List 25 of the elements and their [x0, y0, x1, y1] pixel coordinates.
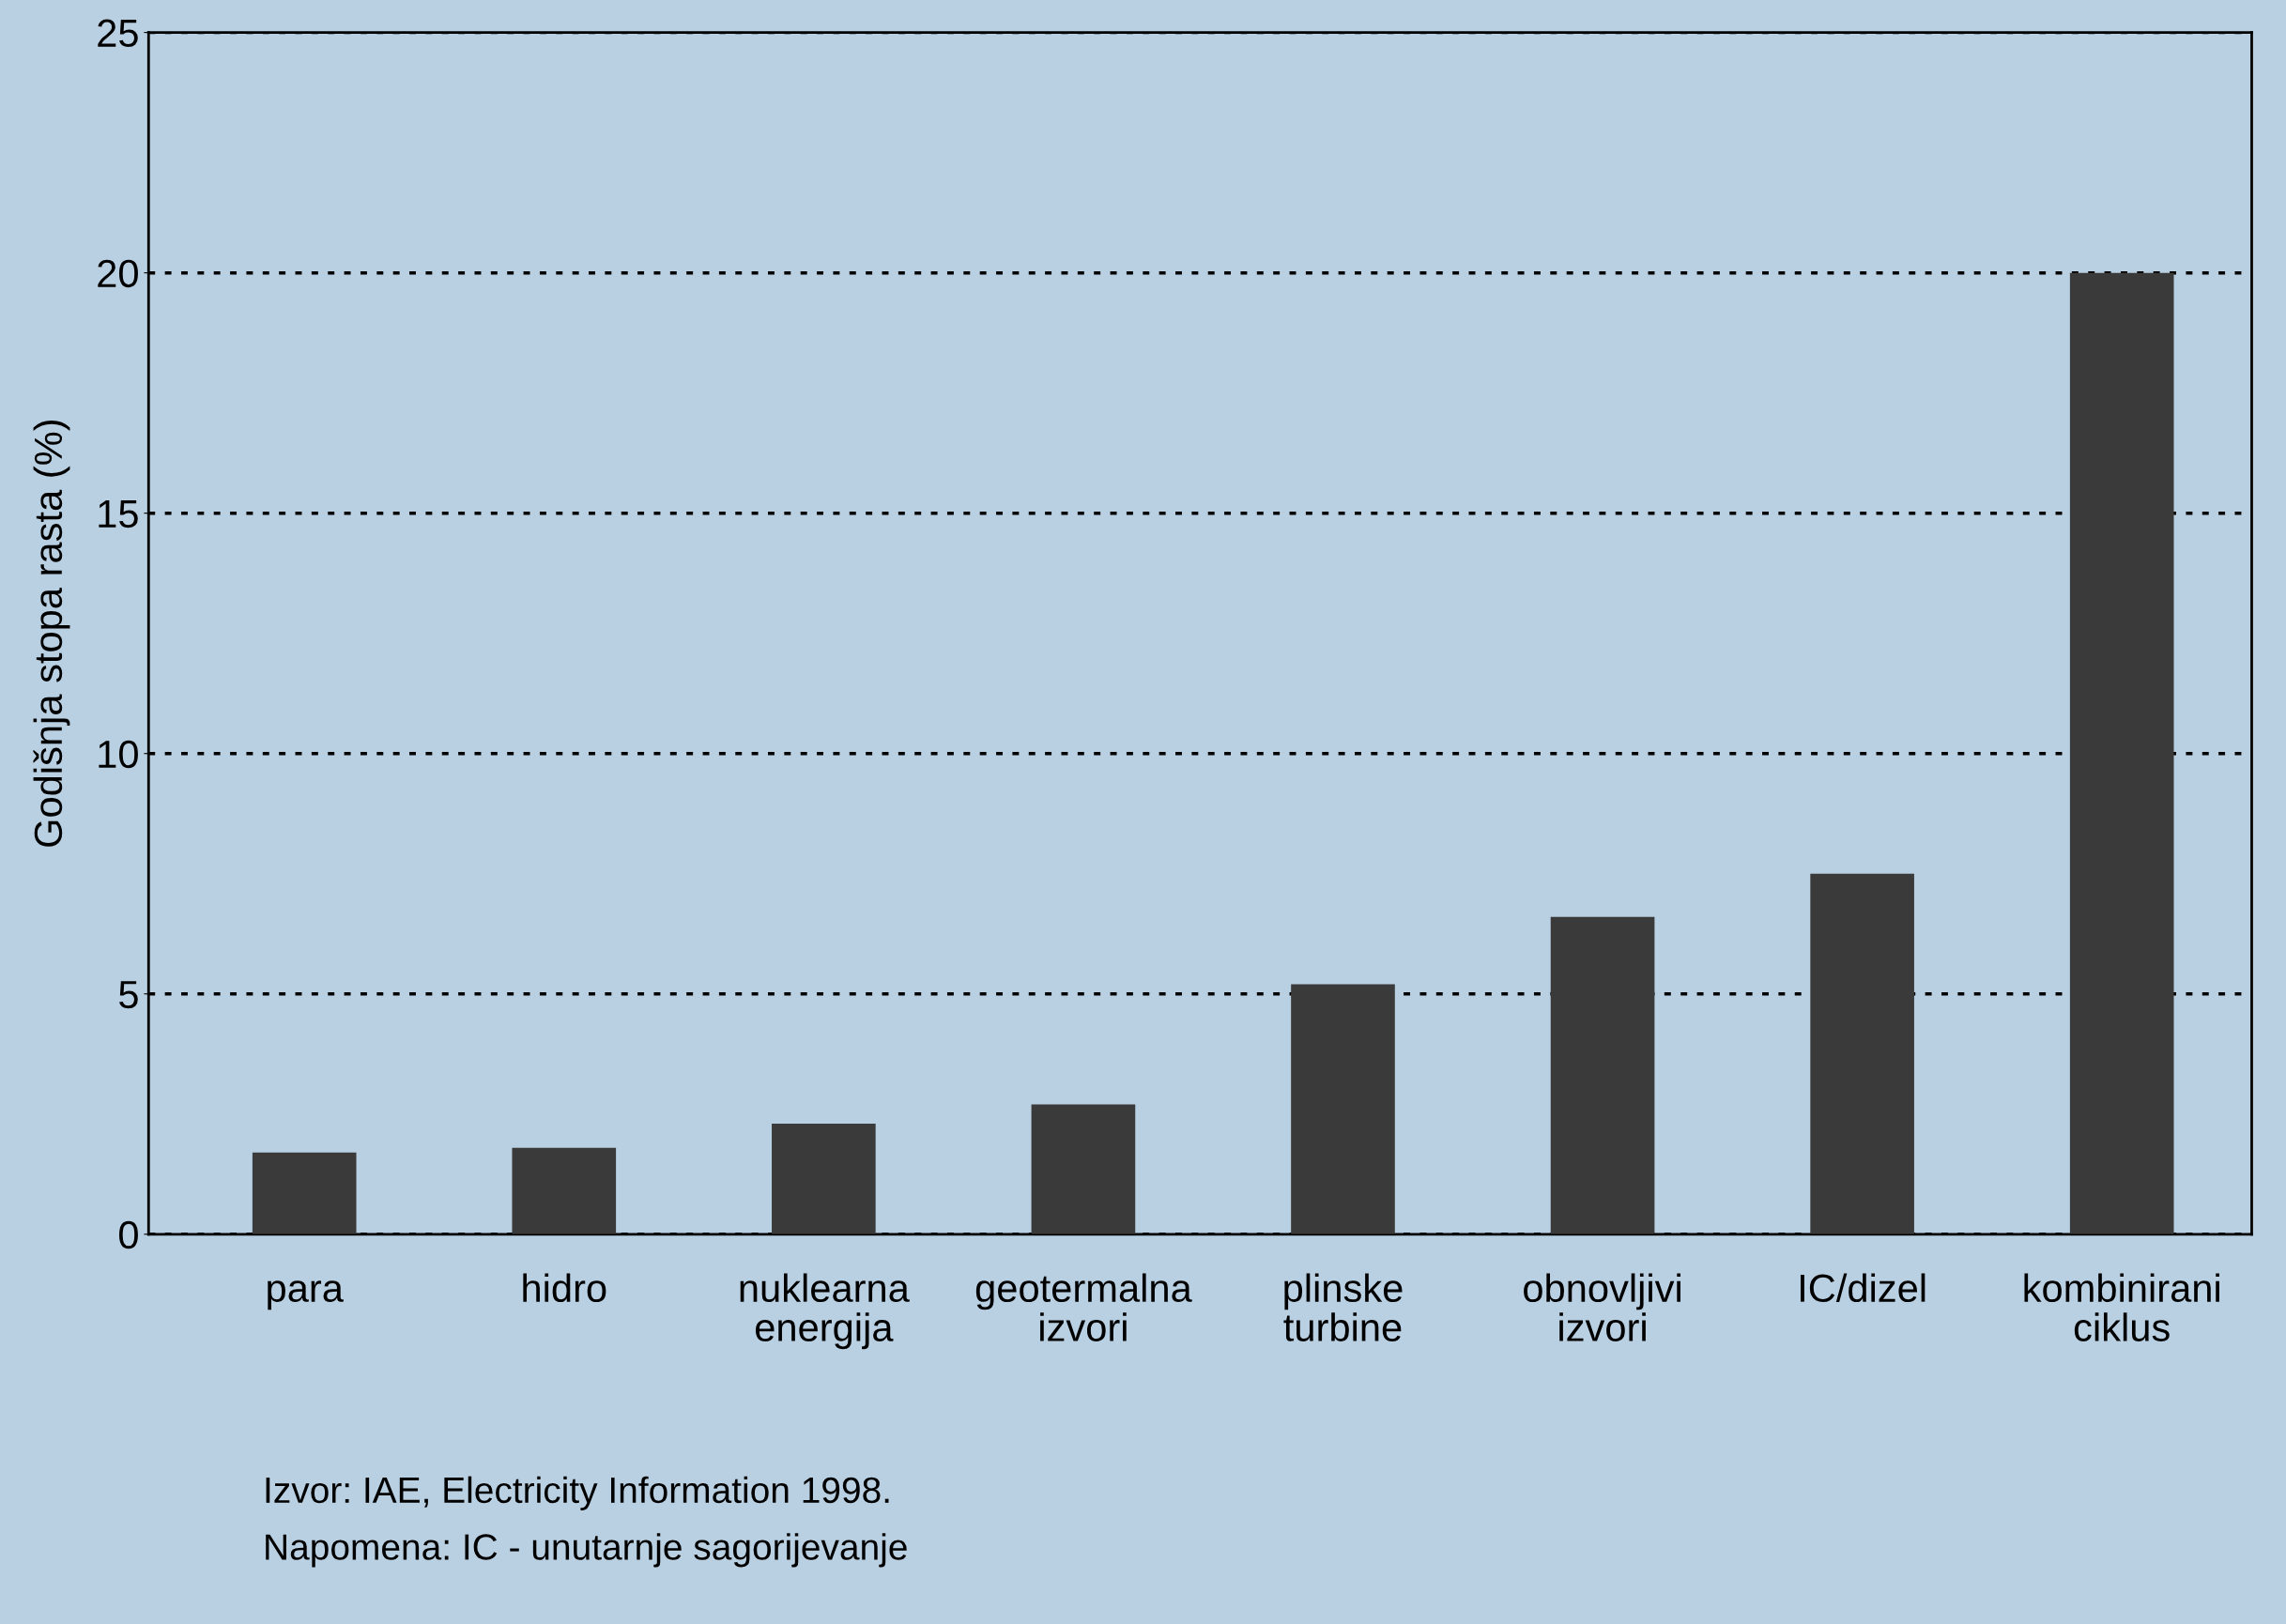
bar	[1550, 916, 1655, 1234]
text: Izvor: IAE, Electricity Information 1998.	[266, 1476, 889, 1510]
x-tick-label: obnovljivi izvori	[1524, 1273, 1680, 1341]
x-tick-label: para	[268, 1280, 344, 1310]
y-tick-label: 5	[119, 981, 138, 1009]
text: Napomena: IC - unutarnje sagorijevanje	[266, 1533, 907, 1568]
x-tick-label: IC/dizel	[1801, 1273, 1925, 1303]
bar	[252, 1152, 357, 1234]
y-tick-label: 15	[99, 500, 138, 529]
bar	[2069, 272, 2174, 1234]
x-tick-label: kombinirani ciklus	[2024, 1273, 2219, 1341]
y-tick-label: 20	[98, 259, 138, 288]
y-tick-label: 10	[99, 740, 138, 769]
x-tick-label: geotermalna izvori	[975, 1273, 1192, 1341]
x-tick-label: plinske turbine	[1283, 1273, 1403, 1341]
bar	[1031, 1104, 1136, 1234]
bar	[772, 1124, 876, 1234]
bar	[512, 1147, 617, 1234]
y-tick-label: 0	[119, 1220, 138, 1249]
x-tick-label: nuklearna energija	[740, 1273, 910, 1350]
x-tick-label: hidro	[523, 1273, 606, 1303]
bar	[1810, 873, 1914, 1234]
y-tick-label: 25	[98, 19, 138, 48]
bar	[1291, 984, 1395, 1234]
y-axis-title: Godišnja stopa rasta (%)	[33, 421, 70, 847]
